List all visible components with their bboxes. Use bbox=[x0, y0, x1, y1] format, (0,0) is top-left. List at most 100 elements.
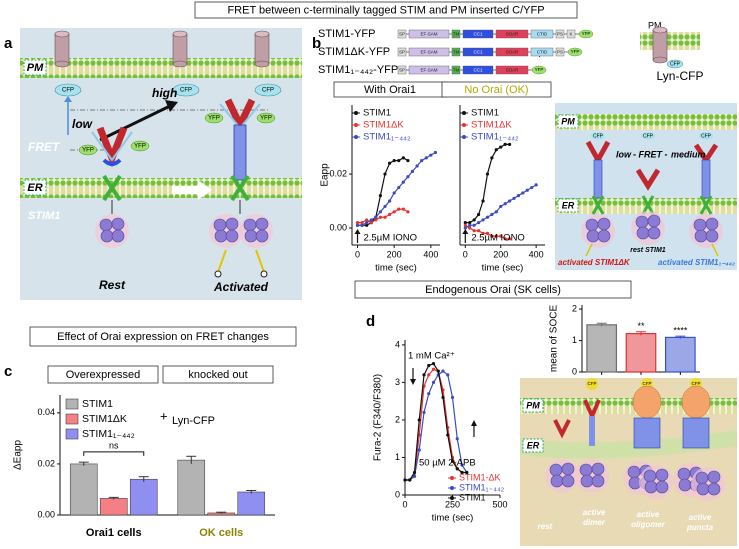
legend-label: STIM1ΔK bbox=[82, 413, 127, 425]
panel-d-diagram-part bbox=[589, 416, 595, 446]
data-point bbox=[397, 207, 401, 211]
significance-bracket bbox=[83, 451, 145, 456]
data-point bbox=[441, 369, 445, 373]
data-point bbox=[481, 218, 485, 222]
data-point bbox=[383, 172, 387, 176]
panel-a-diagram-part bbox=[230, 174, 250, 202]
panel-b-diagram-text: PM ER CFP CFP CFP low - FRET - medium re… bbox=[558, 116, 735, 267]
domain bbox=[397, 47, 407, 57]
domain bbox=[530, 47, 554, 57]
yfp-tag bbox=[578, 29, 594, 39]
panel-b-diagram-part bbox=[711, 243, 719, 257]
data-point bbox=[355, 223, 360, 227]
data-line bbox=[357, 208, 409, 224]
domain-label: TM bbox=[453, 50, 460, 55]
y-tick-label: 1 bbox=[395, 452, 400, 462]
panel-a-diagram-part bbox=[172, 180, 212, 200]
data-point bbox=[397, 185, 401, 190]
domain bbox=[408, 65, 450, 75]
panel-label: a bbox=[4, 35, 13, 52]
panel-a-diagram bbox=[20, 28, 302, 300]
panel-b-diagram-part bbox=[701, 159, 711, 199]
domain bbox=[495, 29, 529, 39]
y-tick-label: 0.04 bbox=[37, 407, 55, 417]
panel-d-diagram-part bbox=[682, 417, 710, 449]
state-label: activated STIM1ΔK bbox=[558, 258, 631, 267]
data-point bbox=[446, 433, 450, 437]
y-tick-label: 0.00 bbox=[37, 509, 55, 519]
x-axis-label: time (sec) bbox=[432, 513, 474, 524]
data-point bbox=[481, 199, 485, 203]
state-label: Rest bbox=[99, 278, 126, 292]
fret-low: low bbox=[616, 149, 632, 159]
membrane-label: PM bbox=[526, 400, 540, 410]
data-point bbox=[420, 158, 424, 163]
cfp-label: CFP bbox=[588, 381, 597, 386]
panel-d-diagram-part bbox=[553, 419, 571, 439]
sk-banner: Endogenous Orai (SK cells) bbox=[354, 280, 632, 299]
data-point bbox=[360, 221, 364, 225]
chart-title: With Orai1 bbox=[364, 84, 416, 96]
data-point bbox=[503, 142, 507, 146]
domain bbox=[566, 29, 576, 39]
data-point bbox=[468, 223, 472, 227]
panel-b-diagram-part bbox=[557, 198, 579, 213]
panel-a-diagram-part bbox=[238, 213, 274, 249]
data-point bbox=[387, 199, 392, 203]
lyn-cfp-label: Lyn-CFP bbox=[657, 69, 704, 83]
x-tick-label: 200 bbox=[387, 249, 402, 259]
panel-label: b bbox=[312, 35, 321, 52]
domain-label: SOAR bbox=[506, 32, 520, 37]
data-point bbox=[433, 150, 438, 155]
domain bbox=[397, 29, 407, 39]
data-point bbox=[446, 373, 450, 377]
data-point bbox=[387, 161, 392, 165]
panel-a-diagram-part bbox=[99, 103, 173, 142]
domain-label: PS bbox=[557, 32, 563, 37]
construct-diagram-part bbox=[666, 59, 684, 69]
x-tick-label: 250 bbox=[445, 499, 460, 509]
domain bbox=[451, 47, 461, 57]
domain-label: CTID bbox=[537, 32, 548, 37]
data-point bbox=[383, 204, 387, 209]
group-label: Overexpressed bbox=[66, 369, 141, 381]
cfp-label: CFP bbox=[701, 133, 712, 139]
domain-label: EF-SAM bbox=[420, 50, 437, 55]
header-banner: FRET between c-terminally tagged STIM an… bbox=[194, 1, 578, 19]
panel-b-diagram-part bbox=[555, 114, 737, 130]
data-point bbox=[369, 221, 373, 225]
panel-a-diagram-part bbox=[254, 30, 270, 68]
annotation: 1 mM Ca²⁺ bbox=[408, 351, 455, 362]
construct-name: STIM1₁₋₄₄₂-YFP bbox=[318, 64, 398, 76]
data-point bbox=[463, 223, 467, 227]
legend-swatch bbox=[65, 428, 79, 440]
panel-a-diagram-part bbox=[78, 144, 98, 156]
y-tick-label: 2 bbox=[395, 414, 400, 424]
data-point bbox=[503, 202, 507, 206]
data-line bbox=[357, 157, 409, 226]
domain-label: SP bbox=[399, 68, 405, 73]
panel-a-diagram-part bbox=[23, 179, 47, 196]
data-point bbox=[494, 234, 498, 238]
data-point bbox=[450, 395, 455, 400]
state-label: active bbox=[637, 510, 660, 519]
x-tick-label: OK cells bbox=[199, 527, 243, 539]
domain-label: EF-SAM bbox=[420, 32, 437, 37]
panel-d-diagram-part bbox=[633, 417, 661, 449]
data-point bbox=[490, 156, 494, 160]
data-point bbox=[408, 478, 412, 482]
domain bbox=[462, 47, 494, 57]
y-axis-label: mean of SOCE bbox=[549, 305, 560, 373]
data-point bbox=[503, 237, 507, 241]
panel-d-diagram-part-part bbox=[681, 385, 711, 419]
data-point bbox=[412, 470, 417, 475]
state-label: rest STIM1 bbox=[630, 247, 666, 254]
panel-label: d bbox=[366, 313, 375, 330]
panel-b-diagram-part bbox=[585, 243, 593, 257]
data-point bbox=[355, 221, 360, 225]
panel-a-diagram-part bbox=[217, 249, 227, 273]
data-point bbox=[392, 210, 396, 214]
y-axis-label: Fura-2 (F340/F380) bbox=[373, 374, 384, 461]
data-point bbox=[490, 234, 494, 238]
data-point bbox=[485, 215, 490, 219]
